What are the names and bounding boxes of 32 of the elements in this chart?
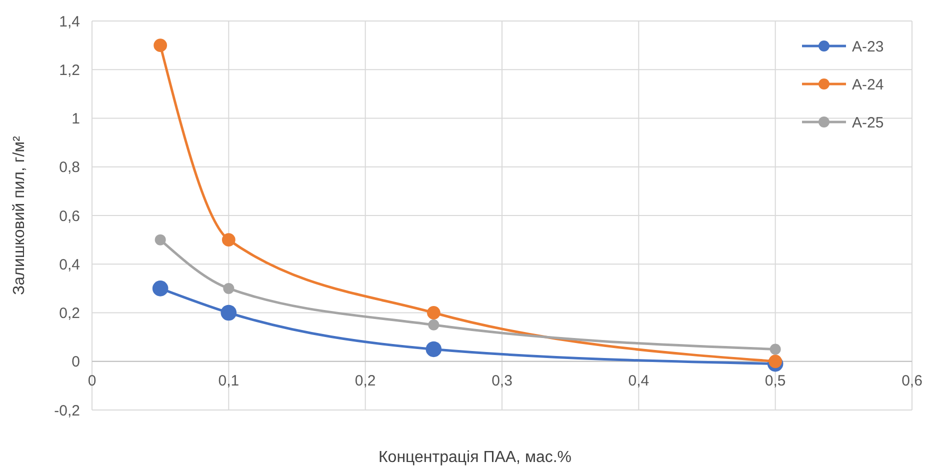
- legend-label: A-25: [852, 114, 884, 132]
- x-tick-label: 0: [88, 372, 96, 390]
- point: [426, 341, 442, 358]
- x-axis-title: Концентрація ПАА, мас.%: [378, 449, 572, 466]
- y-tick-label: 1,4: [59, 13, 80, 30]
- y-tick-label: 1,2: [59, 62, 80, 79]
- point: [768, 354, 782, 368]
- y-tick-label: 0,4: [59, 256, 80, 274]
- y-tick-label: 0: [72, 354, 80, 371]
- y-tick-label: 0,6: [59, 208, 80, 225]
- point: [223, 282, 234, 294]
- point: [426, 306, 440, 320]
- y-tick-label: 1: [72, 110, 80, 128]
- legend-label: A-24: [852, 76, 884, 94]
- point: [428, 319, 440, 330]
- x-tick-label: 0,1: [218, 372, 240, 390]
- x-tick-label: 0,6: [902, 372, 922, 390]
- x-tick-label: 0,4: [628, 372, 650, 390]
- y-tick-label: 0,2: [59, 305, 80, 322]
- point: [770, 344, 781, 355]
- y-tick-label: -0,2: [54, 402, 80, 420]
- x-tick-label: 0,2: [354, 372, 376, 390]
- y-axis-title: Залишковий пил, г/м²: [11, 135, 28, 296]
- point: [154, 38, 168, 52]
- x-tick-label: 0,3: [492, 372, 512, 390]
- x-tick-label: 0,5: [764, 372, 786, 390]
- point: [152, 280, 168, 296]
- point: [220, 304, 237, 321]
- point: [154, 234, 166, 246]
- y-tick-label: 0,8: [59, 159, 80, 176]
- legend-label: A-23: [852, 38, 884, 56]
- point: [222, 233, 236, 247]
